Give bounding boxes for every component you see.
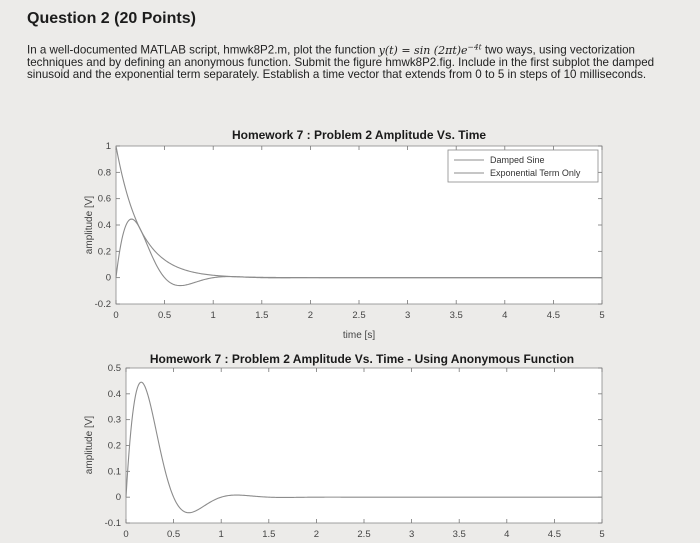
question-title: Question 2 (20 Points) xyxy=(27,10,196,27)
subplot-2-ytick-label: 0.4 xyxy=(108,389,121,400)
subplot-2: Homework 7 : Problem 2 Amplitude Vs. Tim… xyxy=(84,352,605,540)
legend-entry-damped-sine: Damped Sine xyxy=(490,155,545,165)
legend-box xyxy=(447,149,599,183)
subplot-2-xtick-label: 4.5 xyxy=(548,529,561,540)
subplot-2-ytick-label: 0 xyxy=(116,492,121,503)
subplot-2-xtick-label: 0 xyxy=(123,529,128,540)
subplot-1-ytick-label: 0.2 xyxy=(98,246,111,257)
subplot-2-xtick-label: 2 xyxy=(314,529,319,540)
subplot-2-xtick-label: 3.5 xyxy=(453,529,466,540)
subplot-1-ytick-label: -0.2 xyxy=(95,299,111,310)
subplot-2-ytick-label: 0.5 xyxy=(108,363,121,374)
subplot-2-ytick-label: -0.1 xyxy=(105,518,121,529)
subplot-2-xtick-label: 2.5 xyxy=(357,529,370,540)
subplot-1-series-line-2 xyxy=(115,145,602,279)
question-text: In a well-documented MATLAB script, hmwk… xyxy=(27,41,675,81)
subplot-1-xtick-label: 0 xyxy=(113,310,118,321)
subplot-1-xtick-label: 1.5 xyxy=(255,310,268,321)
subplot-1-xtick-label: 3 xyxy=(405,310,410,321)
subplot-1-ytick-label: 0.8 xyxy=(98,167,111,178)
subplot-2-ytick-label: 0.1 xyxy=(108,466,121,477)
subplot-2-xtick-label: 4 xyxy=(504,529,509,540)
subplot-1-ytick-label: 0.4 xyxy=(98,220,111,231)
subplot-1-legend: Damped Sine Exponential Term Only xyxy=(447,149,599,183)
subplot-1-xtick-label: 5 xyxy=(599,310,604,321)
function-formula-base: y(t) = sin (2πt)e xyxy=(378,43,468,57)
subplot-2-xtick-label: 0.5 xyxy=(167,529,180,540)
subplot-1-ytick-label: 0 xyxy=(106,273,111,284)
question-text-part2: two ways, using vectorization techniques… xyxy=(27,43,655,82)
subplot-2-ytick-label: 0.2 xyxy=(108,441,121,452)
subplot-1-title: Homework 7 : Problem 2 Amplitude Vs. Tim… xyxy=(232,128,486,142)
subplot-1-ytick-label: 0.6 xyxy=(98,194,111,205)
subplot-1-xtick-label: 2.5 xyxy=(352,310,365,321)
subplot-2-title: Homework 7 : Problem 2 Amplitude Vs. Tim… xyxy=(150,352,574,366)
subplot-2-xtick-label: 3 xyxy=(409,529,414,540)
subplot-2-xtick-label: 1.5 xyxy=(262,529,275,540)
legend-entry-exponential: Exponential Term Only xyxy=(490,168,581,178)
subplot-1-xtick-label: 3.5 xyxy=(450,310,463,321)
subplot-1-xtick-label: 4.5 xyxy=(547,310,560,321)
subplot-2-xtick-label: 1 xyxy=(219,529,224,540)
subplot-2-axes-box xyxy=(125,367,603,524)
question-text-part1: In a well-documented MATLAB script, hmwk… xyxy=(27,43,379,57)
subplot-1-xtick-label: 4 xyxy=(502,310,507,321)
subplot-2-series-line-1 xyxy=(125,381,602,514)
subplot-1-xtick-label: 2 xyxy=(308,310,313,321)
subplot-2-ytick-label: 0.3 xyxy=(108,415,121,426)
subplot-1-ylabel: amplitude [V] xyxy=(84,196,95,255)
subplot-1-xtick-label: 0.5 xyxy=(158,310,171,321)
subplot-1-xlabel: time [s] xyxy=(343,330,375,341)
subplot-1-xtick-label: 1 xyxy=(211,310,216,321)
function-formula-exponent: −4t xyxy=(467,42,482,51)
subplot-1: Homework 7 : Problem 2 Amplitude Vs. Tim… xyxy=(84,128,605,341)
function-formula: y(t) = sin (2πt)e−4t xyxy=(378,42,482,57)
subplot-2-xtick-label: 5 xyxy=(599,529,604,540)
subplot-1-ytick-label: 1 xyxy=(106,141,111,152)
subplot-2-ylabel: amplitude [V] xyxy=(84,416,95,475)
